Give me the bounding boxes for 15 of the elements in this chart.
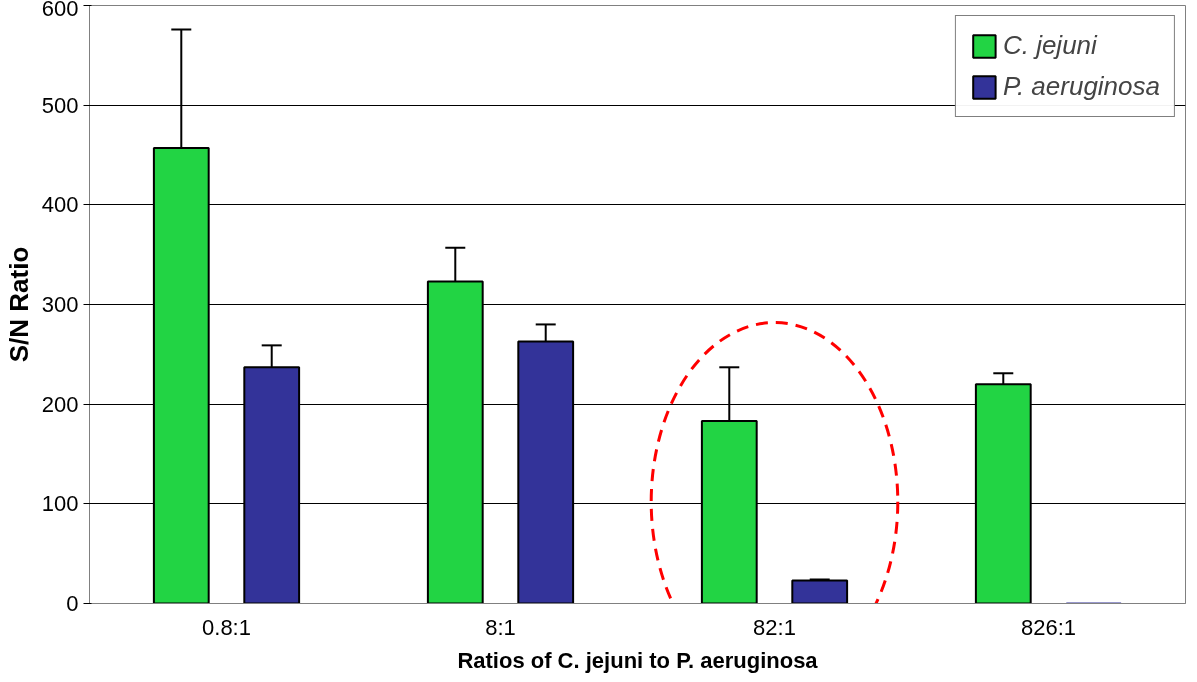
legend-label: C. jejuni <box>1002 30 1097 61</box>
y-tick-label: 300 <box>41 292 79 317</box>
x-tick-label: 0.8:1 <box>202 614 251 640</box>
x-tick-label: 826:1 <box>1020 614 1077 640</box>
y-tick-label: 500 <box>41 92 79 118</box>
y-tick-label: 100 <box>41 491 79 517</box>
y-tick-label: 0 <box>66 591 79 616</box>
legend-label: P. aeruginosa <box>1002 71 1160 102</box>
x-tick-label: 8:1 <box>485 614 516 640</box>
x-tick-label: 82:1 <box>753 614 796 640</box>
y-tick-label: 600 <box>41 0 79 21</box>
y-tick-label: 400 <box>41 192 79 218</box>
y-tick-label: 200 <box>41 391 79 417</box>
y-axis-title: S/N Ratio <box>3 246 34 363</box>
x-axis-title: Ratios of C. jejuni to P. aeruginosa <box>457 647 819 673</box>
